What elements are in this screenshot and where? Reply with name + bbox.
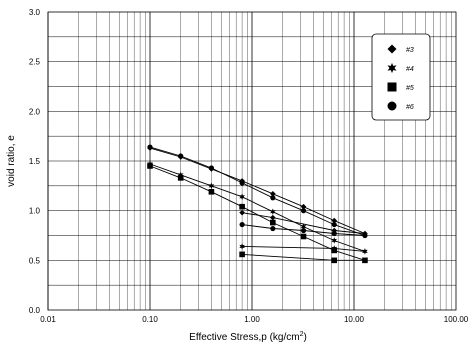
data-point-sample-5 [147,163,153,169]
y-tick-label: 0.5 [29,256,41,265]
data-point-sample-6 [178,153,184,159]
series-line-sample-3 [149,147,366,234]
legend-label-sample-6: #6 [406,104,414,111]
data-point-sample-5 [331,247,338,254]
plot-frame [47,11,457,311]
x-tick-label: 1.00 [244,315,260,324]
series-line-sample-5 [149,165,366,261]
data-point-sample-3 [331,217,338,224]
data-point-sample-6 [239,180,245,186]
data-point-sample-4 [300,223,307,230]
y-tick-label: 3.0 [29,8,41,17]
data-point-sample-5 [239,251,245,258]
data-point-sample-5 [208,188,215,195]
data-point-sample-5 [270,219,276,226]
series-line-sample-6 [149,146,366,236]
x-tick-label: 0.01 [40,315,56,324]
x-tick-label: 100.00 [444,315,468,324]
data-series [147,144,368,264]
legend-label-sample-4: #4 [406,66,414,73]
legend: #3 #4 #5 #6 [371,33,431,121]
data-point-sample-6 [270,225,276,232]
y-tick-label: 2.0 [29,107,41,116]
data-point-sample-5 [331,257,338,264]
x-axis-title-superscript: 2 [300,331,304,338]
x-tick-label: 0.10 [142,315,158,324]
legend-box [371,33,431,121]
data-point-sample-4 [239,243,245,250]
x-tick-label: 10.00 [344,315,365,324]
data-point-sample-6 [331,221,337,228]
data-point-sample-3 [239,209,245,216]
series-line-sample-4 [149,163,366,252]
data-point-sample-6 [300,227,307,234]
data-point-sample-5 [177,175,184,181]
data-point-sample-4 [239,193,245,200]
data-point-sample-6 [331,230,337,237]
data-point-sample-4 [208,182,215,190]
legend-label-sample-5: #5 [406,85,414,92]
legend-marker-sample-6 [387,101,397,111]
y-tick-label: 2.5 [29,58,41,67]
y-tick-label: 1.5 [29,157,41,166]
legend-marker-sample-4 [387,62,397,74]
x-axis-title: Effective Stress,p (kg/cm2) [189,331,307,343]
tick-labels: 0.01 0.10 1.00 10.00 100.00 0.0 0.5 1.0 1.5 2.0 2.… [29,8,468,324]
x-axis-title-main: Effective Stress,p (kg/cm [189,332,299,343]
series-sample-5 [147,163,368,264]
data-point-sample-5 [239,203,245,210]
data-point-sample-3 [270,214,276,221]
data-point-sample-6 [300,208,307,214]
data-point-sample-6 [239,221,245,228]
legend-label-sample-3: #3 [406,47,414,54]
data-point-sample-3 [270,190,276,197]
legend-marker-sample-3 [387,44,397,54]
data-point-sample-4 [270,208,276,215]
y-axis-title: void ratio, e [6,135,17,187]
data-point-sample-6 [270,195,276,201]
data-point-sample-6 [147,144,153,150]
data-point-sample-6 [362,232,368,239]
data-point-sample-3 [300,203,307,210]
legend-marker-sample-5 [387,82,397,92]
data-point-sample-5 [362,257,368,264]
data-point-sample-5 [300,233,307,240]
y-tick-label: 0.0 [29,306,41,315]
series-sample-6 [147,144,368,239]
data-point-sample-4 [331,237,338,244]
x-axis-title-end: ) [303,332,306,343]
data-point-sample-4 [362,248,368,255]
y-tick-label: 1.0 [29,207,41,216]
data-point-sample-4 [177,171,184,179]
data-point-sample-6 [208,165,215,171]
